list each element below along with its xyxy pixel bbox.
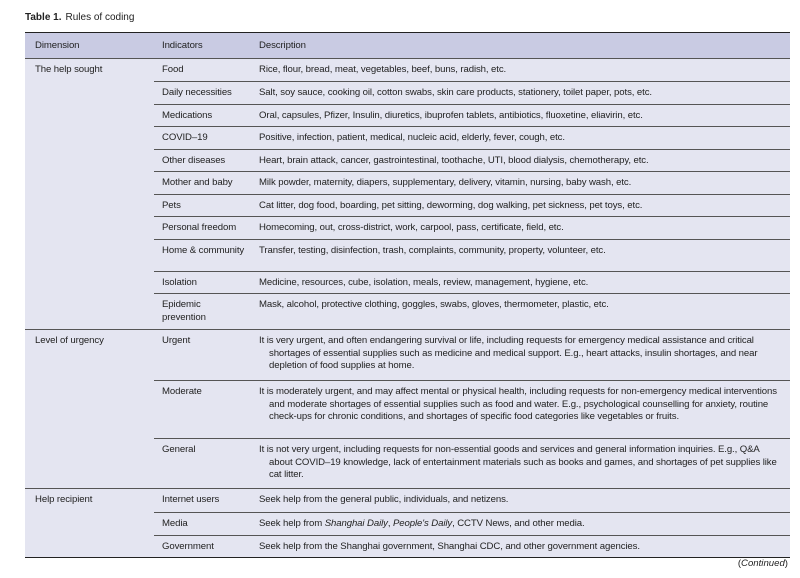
- description-cell: Rice, flour, bread, meat, vegetables, be…: [251, 58, 790, 82]
- dimension-cell: Level of urgency: [25, 329, 154, 489]
- indicator-cell: Mother and baby: [154, 171, 251, 194]
- description-cell: Seek help from the general public, indiv…: [251, 488, 790, 513]
- table-row: Government Seek help from the Shanghai go…: [25, 534, 790, 558]
- description-cell: Seek help from Shanghai Daily, People's …: [251, 512, 790, 535]
- table-row: Home & community Transfer, testing, disin…: [25, 238, 790, 271]
- table-row: The help sought Food Rice, flour, bread, m…: [25, 58, 790, 330]
- coding-rules-table: Dimension Indicators Description The hel…: [25, 32, 790, 558]
- description-cell: Mask, alcohol, protective clothing, gogg…: [251, 293, 790, 330]
- indicator-cell: Personal freedom: [154, 216, 251, 239]
- header-description: Description: [259, 40, 306, 51]
- table-row: Level of urgency Urgent It is very urgent,…: [25, 329, 790, 489]
- indicator-cell: Pets: [154, 193, 251, 217]
- table-row: Moderate It is moderately urgent, and may…: [25, 380, 790, 439]
- indicator-cell: COVID–19: [154, 126, 251, 149]
- description-cell: Oral, capsules, Pfizer, Insulin, diureti…: [251, 103, 790, 127]
- table-label: Table 1.: [25, 12, 62, 23]
- description-cell: It is moderately urgent, and may affect …: [251, 380, 790, 439]
- indicator-cell: Media: [154, 512, 251, 535]
- table-row: Isolation Medicine, resources, cube, isol…: [25, 270, 790, 294]
- dimension-cell: Help recipient: [25, 488, 154, 558]
- continued-text: Continued: [741, 558, 785, 569]
- indicator-cell: Moderate: [154, 380, 251, 439]
- table-title: Rules of coding: [65, 12, 135, 23]
- indicator-cell: Government: [154, 534, 251, 558]
- table-row: Pets Cat litter, dog food, boarding, pet …: [25, 193, 790, 217]
- description-cell: Salt, soy sauce, cooking oil, cotton swa…: [251, 81, 790, 104]
- header-dimension: Dimension: [35, 40, 80, 51]
- indicator-cell: Other diseases: [154, 148, 251, 172]
- description-cell: Transfer, testing, disinfection, trash, …: [251, 238, 790, 271]
- table-row: Media Seek help from Shanghai Daily, Peop…: [25, 512, 790, 535]
- indicator-cell: Medications: [154, 103, 251, 127]
- indicator-cell: Urgent: [154, 329, 251, 381]
- media-name: People's Daily: [392, 518, 453, 529]
- description-cell: Seek help from the Shanghai government, …: [251, 534, 790, 558]
- header-indicators: Indicators: [162, 40, 203, 51]
- description-cell: Milk powder, maternity, diapers, supplem…: [251, 171, 790, 194]
- table-caption: Table 1. Rules of coding: [25, 12, 134, 23]
- table-header: Dimension Indicators Description: [25, 32, 790, 59]
- indicator-cell: Internet users: [154, 488, 251, 513]
- table-row: Medications Oral, capsules, Pfizer, Insul…: [25, 103, 790, 127]
- description-cell: Medicine, resources, cube, isolation, me…: [251, 270, 790, 294]
- indicator-cell: Daily necessities: [154, 81, 251, 104]
- media-name: Shanghai Daily: [324, 518, 388, 529]
- description-cell: Heart, brain attack, cancer, gastrointes…: [251, 148, 790, 172]
- table-row: General It is not very urgent, including …: [25, 438, 790, 489]
- indicator-cell: Home & community: [154, 238, 251, 271]
- header-row: Dimension Indicators Description: [25, 32, 790, 59]
- table-row: COVID–19 Positive, infection, patient, me…: [25, 126, 790, 149]
- description-text: Seek help from: [259, 518, 325, 529]
- continued-note: (Continued): [737, 558, 788, 569]
- indicator-cell: Isolation: [154, 270, 251, 294]
- dimension-cell: The help sought: [25, 58, 154, 330]
- indicator-cell: General: [154, 438, 251, 489]
- description-cell: It is not very urgent, including request…: [251, 438, 790, 489]
- table-row: Epidemic prevention Mask, alcohol, protec…: [25, 293, 790, 330]
- table-body: The help sought Food Rice, flour, bread, m…: [25, 58, 790, 558]
- description-cell: Positive, infection, patient, medical, n…: [251, 126, 790, 149]
- table-row: Other diseases Heart, brain attack, cance…: [25, 148, 790, 172]
- table-row: Daily necessities Salt, soy sauce, cookin…: [25, 81, 790, 104]
- table-row: Mother and baby Milk powder, maternity, d…: [25, 171, 790, 194]
- description-cell: It is very urgent, and often endangering…: [251, 329, 790, 381]
- description-cell: Cat litter, dog food, boarding, pet sitt…: [251, 193, 790, 217]
- description-text: ,: [387, 518, 393, 529]
- indicator-cell: Food: [154, 58, 251, 82]
- description-text: , CCTV News, and other media.: [452, 518, 585, 529]
- table-row: Personal freedom Homecoming, out, cross-d…: [25, 216, 790, 239]
- indicator-cell: Epidemic prevention: [154, 293, 251, 330]
- table-row: Help recipient Internet users Seek help fr…: [25, 488, 790, 558]
- description-cell: Homecoming, out, cross-district, work, c…: [251, 216, 790, 239]
